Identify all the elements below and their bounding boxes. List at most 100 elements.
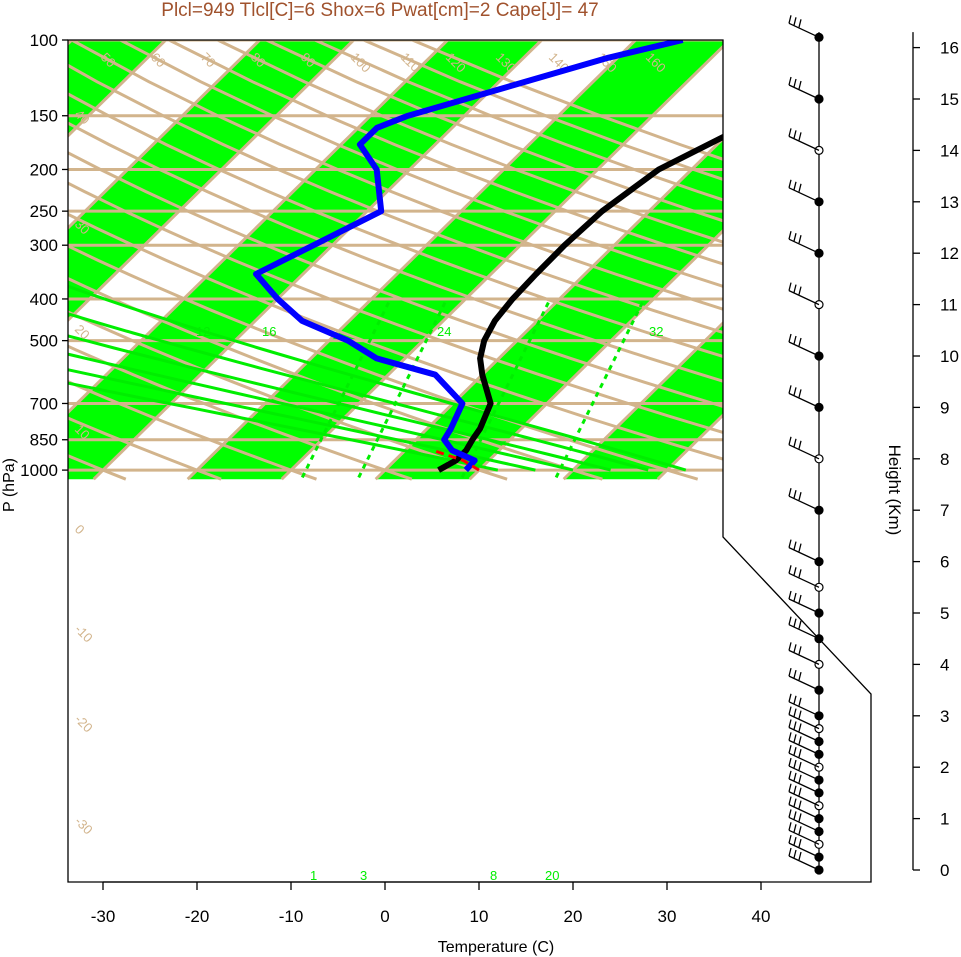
wind-barb-feather <box>793 541 797 550</box>
wind-barb-feather <box>798 774 802 784</box>
wind-barb-feather <box>793 708 797 717</box>
mixing-ratio-label: 3 <box>360 868 367 883</box>
wind-barb-feather <box>793 798 797 807</box>
wind-barb-feather <box>788 616 792 625</box>
skew-axis-label: 30 <box>840 649 861 670</box>
height-tick-label: 7 <box>940 501 949 520</box>
wind-barb-feather <box>793 592 797 602</box>
wind-barb-shaft <box>788 444 820 460</box>
plot-frame <box>67 39 872 883</box>
wind-barb-feather <box>798 723 802 732</box>
temperature-tick-label: 20 <box>564 907 583 926</box>
wind-barb-feather <box>793 824 797 833</box>
mixing-ratio-lines <box>300 298 646 479</box>
wind-barb-shaft <box>788 392 820 408</box>
wind-barb-feather <box>788 757 792 767</box>
moist-adiabat-label: 32 <box>649 324 663 339</box>
pressure-tick-label: 700 <box>30 394 58 413</box>
green-band <box>187 40 730 480</box>
pressure-tick-label: 400 <box>30 290 58 309</box>
height-tick-label: 5 <box>940 604 949 623</box>
height-tick-label: 0 <box>940 861 949 880</box>
wind-barb-shaft <box>788 624 820 640</box>
wind-barb-feather <box>788 179 792 188</box>
isotherm-label: 100 <box>348 50 374 76</box>
isotherm-line <box>186 40 637 481</box>
moist-adiabats <box>68 202 687 472</box>
wind-barb-shaft <box>788 547 820 563</box>
wind-barb-feather <box>788 385 792 394</box>
wind-barb-shaft <box>788 752 820 768</box>
moist-adiabat-line <box>68 202 499 472</box>
wind-barb-feather <box>793 78 797 88</box>
wind-barb-feather <box>788 333 792 343</box>
wind-barb-shaft <box>788 341 820 357</box>
wind-barb-feather <box>798 235 802 244</box>
wind-barb-feather <box>788 770 792 780</box>
wind-barb-feather <box>788 436 792 445</box>
height-tick-label: 1 <box>940 810 949 829</box>
dry-adiabat-label: -20 <box>72 712 96 736</box>
temperature-tick-label: 30 <box>658 907 677 926</box>
height-tick-label: 10 <box>940 347 959 366</box>
wind-barb-feather <box>793 618 797 627</box>
isotherm-line <box>68 40 355 481</box>
temperature-tick-label: -20 <box>185 907 210 926</box>
wind-barb-shaft <box>788 842 820 858</box>
green-band <box>751 40 871 480</box>
wind-barb-feather <box>788 76 792 86</box>
isotherm-line <box>750 40 871 481</box>
moist-adiabat-line <box>68 202 687 472</box>
wind-barb-feather <box>798 620 802 629</box>
moist-adiabat-line <box>68 202 574 472</box>
wind-barb-feather <box>798 736 802 745</box>
isotherm-line <box>92 40 543 481</box>
wind-barb-feather <box>798 337 802 347</box>
wind-barb-feather <box>788 15 792 24</box>
wind-barb-feather <box>788 282 792 291</box>
pressure-tick-label: 500 <box>30 332 58 351</box>
temperature-tick-label: -10 <box>279 907 304 926</box>
wind-barb-feather <box>788 565 792 574</box>
dry-adiabat-label: -10 <box>72 622 96 646</box>
wind-dot <box>814 248 824 258</box>
x-axis-label: Temperature (C) <box>438 939 554 956</box>
wind-barb-feather <box>798 132 802 141</box>
wind-barb-feather <box>793 747 797 756</box>
height-tick-label: 13 <box>940 193 959 212</box>
wind-barb-feather <box>788 783 792 792</box>
mixing-ratio-label: 20 <box>545 868 559 883</box>
height-tick-label: 6 <box>940 553 949 572</box>
height-axis-label: Height (Km) <box>885 445 904 536</box>
wind-barb-shaft <box>788 598 820 614</box>
wind-barb-feather <box>793 181 797 190</box>
wind-barb-shaft <box>788 495 820 511</box>
wind-barb-shaft <box>788 855 820 871</box>
height-tick-label: 12 <box>940 244 959 263</box>
dry-adiabat-line <box>216 40 871 481</box>
wind-barb-feather <box>798 19 802 28</box>
wind-barb-shaft <box>788 791 820 807</box>
dry-adiabat-line <box>68 40 222 481</box>
dry-adiabat-line <box>68 40 603 481</box>
chart-title: Plcl=949 Tlcl[C]=6 Shox=6 Pwat[cm]=2 Cap… <box>161 0 598 21</box>
isotherm-label: 70 <box>198 50 219 71</box>
wind-barb-feather <box>798 851 802 861</box>
wind-barb-feather <box>793 567 797 576</box>
wind-barb-feather <box>793 387 797 396</box>
dry-adiabat-line <box>168 40 871 481</box>
wind-barb-shaft <box>788 829 820 845</box>
dry-adiabat-line <box>0 40 31 479</box>
moist-adiabat-line <box>68 202 611 472</box>
wind-barb-shaft <box>788 290 820 306</box>
wind-barb-feather <box>793 836 797 846</box>
wind-barb-feather <box>798 286 802 295</box>
wind-barb-shaft <box>788 84 820 100</box>
wind-barb-shaft <box>788 675 820 691</box>
wind-barb-feather <box>793 490 797 499</box>
wind-barb-feather <box>788 488 792 497</box>
moist-adiabat-label: 16 <box>262 324 276 339</box>
wind-barb-feather <box>788 590 792 600</box>
pressure-axis: 100 150 200 250 300 400 500 700 850 1000 <box>20 31 68 480</box>
